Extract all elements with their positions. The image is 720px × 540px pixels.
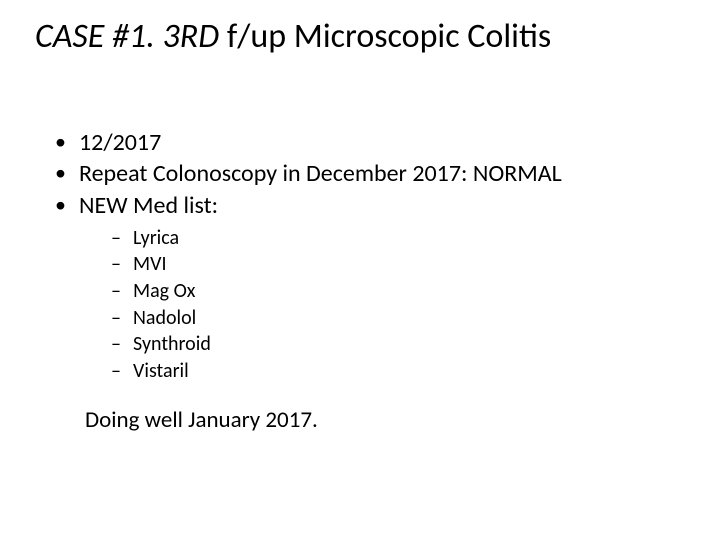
list-item: • NEW Med list:: [55, 191, 680, 220]
list-item-text: Mag Ox: [133, 279, 195, 305]
slide-title: CASE #1. 3RD f/up Microscopic Colitis: [35, 16, 705, 57]
dash-icon: –: [111, 226, 133, 252]
list-item-text: Nadolol: [133, 306, 196, 332]
slide-body: • 12/2017 • Repeat Colonoscopy in Decemb…: [55, 128, 680, 434]
title-normal-part: f/up Microscopic Colitis: [219, 16, 551, 57]
list-item: – Mag Ox: [111, 279, 680, 305]
dash-icon: –: [111, 359, 133, 385]
list-item: – Vistaril: [111, 359, 680, 385]
list-item-text: Synthroid: [133, 332, 211, 358]
list-item-text: MVI: [133, 252, 167, 278]
bullet-icon: •: [55, 128, 79, 157]
title-italic-part: CASE #1. 3RD: [35, 16, 219, 57]
dash-icon: –: [111, 252, 133, 278]
list-item-text: NEW Med list:: [79, 191, 218, 220]
dash-icon: –: [111, 279, 133, 305]
list-item-text: 12/2017: [79, 128, 161, 157]
footer-text: Doing well January 2017.: [85, 406, 680, 434]
sub-list: – Lyrica – MVI – Mag Ox – Nadolol – Synt…: [111, 226, 680, 385]
list-item-text: Vistaril: [133, 359, 189, 385]
list-item: • 12/2017: [55, 128, 680, 157]
list-item: – MVI: [111, 252, 680, 278]
dash-icon: –: [111, 306, 133, 332]
list-item: • Repeat Colonoscopy in December 2017: N…: [55, 159, 680, 188]
list-item: – Synthroid: [111, 332, 680, 358]
dash-icon: –: [111, 332, 133, 358]
list-item-text: Lyrica: [133, 226, 179, 252]
list-item: – Nadolol: [111, 306, 680, 332]
list-item-text: Repeat Colonoscopy in December 2017: NOR…: [79, 159, 562, 188]
list-item: – Lyrica: [111, 226, 680, 252]
slide: CASE #1. 3RD f/up Microscopic Colitis • …: [0, 0, 720, 540]
bullet-icon: •: [55, 191, 79, 220]
bullet-icon: •: [55, 159, 79, 188]
